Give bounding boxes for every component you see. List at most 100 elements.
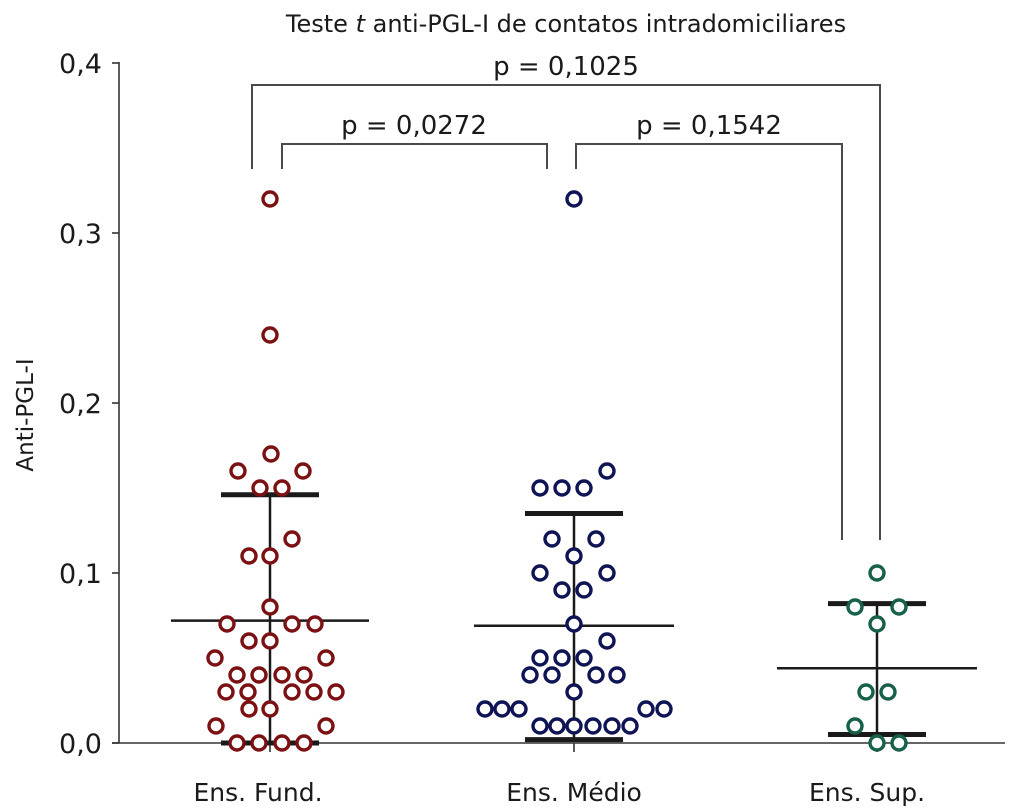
data-point: [273, 734, 291, 752]
data-point: [262, 445, 280, 463]
data-point: [598, 462, 616, 480]
x-ticks: Ens. Fund. Ens. Médio Ens. Sup.: [193, 743, 925, 807]
significance-bracket: [281, 143, 548, 169]
data-point: [283, 615, 301, 633]
data-point: [587, 530, 605, 548]
data-point: [283, 530, 301, 548]
data-point: [584, 717, 602, 735]
data-point: [261, 326, 279, 344]
data-point: [273, 666, 291, 684]
data-point: [294, 462, 312, 480]
data-point: [273, 479, 291, 497]
data-point: [868, 734, 886, 752]
data-point: [565, 717, 583, 735]
data-point: [621, 717, 639, 735]
title-italic: t: [356, 10, 367, 38]
data-point: [868, 564, 886, 582]
y-tick-label: 0,2: [59, 389, 102, 420]
x-tick-label: Ens. Médio: [506, 778, 642, 807]
significance-bracket: [575, 143, 843, 540]
data-point: [240, 547, 258, 565]
data-point: [543, 666, 561, 684]
data-point: [598, 632, 616, 650]
data-point: [553, 479, 571, 497]
title-suffix: anti-PGL-I de contatos intradomiciliares: [365, 10, 846, 38]
y-axis-label: Anti-PGL-I: [13, 358, 39, 471]
data-point: [565, 683, 583, 701]
data-point: [603, 717, 621, 735]
data-point: [251, 479, 269, 497]
data-point: [228, 666, 246, 684]
data-point: [261, 598, 279, 616]
data-point: [493, 700, 511, 718]
significance-bracket: [251, 84, 881, 540]
data-point: [846, 598, 864, 616]
data-point: [565, 190, 583, 208]
data-point: [217, 683, 235, 701]
data-point: [206, 649, 224, 667]
data-point: [879, 683, 897, 701]
x-tick-label: Ens. Sup.: [809, 778, 925, 807]
p-value-label: p = 0,1025: [493, 52, 639, 82]
p-value-label: p = 0,1542: [636, 111, 782, 141]
chart-title: Teste t anti-PGL-I de contatos intradomi…: [285, 10, 846, 38]
data-point: [261, 190, 279, 208]
data-point: [575, 479, 593, 497]
data-point: [207, 717, 225, 735]
x-tick-label: Ens. Fund.: [193, 778, 322, 807]
data-point: [553, 649, 571, 667]
data-point: [543, 530, 561, 548]
data-point: [261, 632, 279, 650]
data-point: [239, 683, 257, 701]
data-point: [553, 581, 571, 599]
data-point: [655, 700, 673, 718]
data-point: [531, 479, 549, 497]
title-prefix: Teste: [285, 10, 356, 38]
y-tick-label: 0,1: [59, 559, 102, 590]
data-point: [587, 666, 605, 684]
data-point: [637, 700, 655, 718]
data-point: [261, 700, 279, 718]
data-point: [317, 717, 335, 735]
data-point: [531, 717, 549, 735]
data-point: [857, 683, 875, 701]
data-point: [531, 564, 549, 582]
data-point: [531, 649, 549, 667]
data-point: [305, 683, 323, 701]
data-point: [240, 700, 258, 718]
data-point: [306, 615, 324, 633]
y-tick-label: 0,0: [59, 729, 102, 760]
data-points: [206, 190, 908, 752]
data-point: [295, 666, 313, 684]
y-tick-label: 0,3: [59, 219, 102, 250]
y-ticks: 0,0 0,1 0,2 0,3 0,4: [59, 49, 119, 760]
data-point: [565, 547, 583, 565]
data-point: [510, 700, 528, 718]
data-point: [521, 666, 539, 684]
data-point: [327, 683, 345, 701]
data-point: [283, 683, 301, 701]
data-point: [250, 666, 268, 684]
data-point: [228, 734, 246, 752]
data-point: [598, 564, 616, 582]
data-point: [608, 666, 626, 684]
data-point: [846, 717, 864, 735]
data-point: [565, 615, 583, 633]
data-point: [575, 649, 593, 667]
data-point: [548, 717, 566, 735]
data-point: [295, 734, 313, 752]
data-point: [890, 598, 908, 616]
data-point: [261, 547, 279, 565]
data-point: [868, 615, 886, 633]
data-point: [575, 581, 593, 599]
p-value-label: p = 0,0272: [341, 111, 487, 141]
data-point: [890, 734, 908, 752]
data-point: [240, 632, 258, 650]
data-point: [218, 615, 236, 633]
data-point: [229, 462, 247, 480]
data-point: [250, 734, 268, 752]
y-tick-label: 0,4: [59, 49, 102, 80]
data-point: [476, 700, 494, 718]
